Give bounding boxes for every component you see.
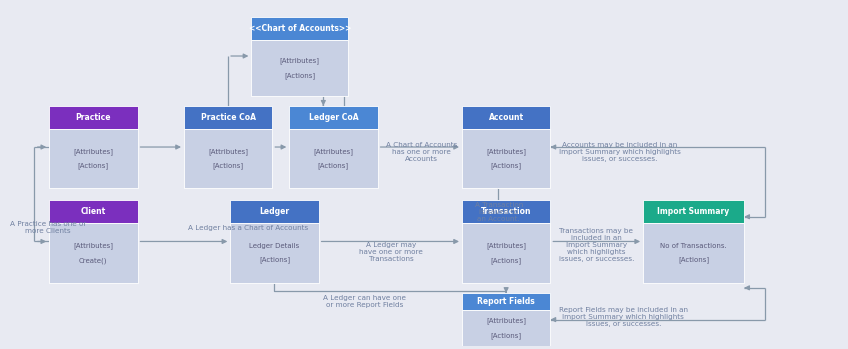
Text: Ledger: Ledger	[259, 207, 289, 216]
FancyBboxPatch shape	[49, 223, 137, 283]
Text: Practice: Practice	[75, 113, 111, 122]
FancyBboxPatch shape	[231, 200, 319, 223]
FancyBboxPatch shape	[289, 129, 377, 188]
Text: Account: Account	[488, 113, 524, 122]
FancyBboxPatch shape	[462, 106, 550, 129]
Text: [Attributes]

[Actions]: [Attributes] [Actions]	[314, 148, 354, 169]
FancyBboxPatch shape	[289, 106, 377, 129]
Text: A Ledger can have one
or more Report Fields: A Ledger can have one or more Report Fie…	[323, 295, 406, 308]
FancyBboxPatch shape	[462, 223, 550, 283]
Text: Transaction: Transaction	[481, 207, 532, 216]
Text: [Attributes]

[Actions]: [Attributes] [Actions]	[486, 148, 526, 169]
FancyBboxPatch shape	[643, 223, 745, 283]
Text: Import Summary: Import Summary	[657, 207, 730, 216]
Text: Report Fields: Report Fields	[477, 297, 535, 306]
FancyBboxPatch shape	[643, 200, 745, 223]
Text: [Attributes]

[Actions]: [Attributes] [Actions]	[280, 57, 320, 79]
FancyBboxPatch shape	[49, 200, 137, 223]
FancyBboxPatch shape	[462, 129, 550, 188]
FancyBboxPatch shape	[184, 106, 272, 129]
Text: Client: Client	[81, 207, 106, 216]
Text: A Chart of Accounts
has one or more
Accounts: A Chart of Accounts has one or more Acco…	[386, 142, 457, 162]
Text: Practice CoA: Practice CoA	[201, 113, 255, 122]
Text: A Ledger has a Chart of Accounts: A Ledger has a Chart of Accounts	[188, 225, 309, 231]
Text: No of Transactions.

[Actions]: No of Transactions. [Actions]	[661, 243, 727, 263]
Text: Ledger CoA: Ledger CoA	[309, 113, 358, 122]
Text: [Attributes]

[Actions]: [Attributes] [Actions]	[486, 242, 526, 264]
Text: A Transaction
is saved to
an Account.: A Transaction is saved to an Account.	[475, 202, 523, 222]
Text: [Attributes]

[Actions]: [Attributes] [Actions]	[486, 317, 526, 339]
Text: [Attributes]

[Actions]: [Attributes] [Actions]	[208, 148, 248, 169]
Text: Ledger Details

[Actions]: Ledger Details [Actions]	[249, 243, 299, 263]
FancyBboxPatch shape	[49, 129, 137, 188]
Text: <<Chart of Accounts>>: <<Chart of Accounts>>	[248, 24, 351, 33]
FancyBboxPatch shape	[231, 223, 319, 283]
FancyBboxPatch shape	[462, 310, 550, 346]
Text: Accounts may be included in an
Import Summary which highlights
issues, or succes: Accounts may be included in an Import Su…	[559, 142, 681, 162]
Text: [Attributes]

[Actions]: [Attributes] [Actions]	[73, 148, 114, 169]
FancyBboxPatch shape	[49, 106, 137, 129]
Text: Transactions may be
included in an
Import Summary
which highlights
issues, or su: Transactions may be included in an Impor…	[559, 228, 634, 262]
Text: Report Fields may be included in an
Import Summary which highlights
issues, or s: Report Fields may be included in an Impo…	[559, 307, 688, 327]
Text: A Ledger may
have one or more
Transactions: A Ledger may have one or more Transactio…	[360, 242, 423, 262]
FancyBboxPatch shape	[184, 129, 272, 188]
FancyBboxPatch shape	[251, 40, 349, 96]
Text: A Practice has one or
more Clients: A Practice has one or more Clients	[9, 221, 86, 234]
FancyBboxPatch shape	[462, 293, 550, 310]
Text: [Attributes]

Create(): [Attributes] Create()	[73, 243, 114, 263]
FancyBboxPatch shape	[462, 200, 550, 223]
FancyBboxPatch shape	[251, 16, 349, 40]
